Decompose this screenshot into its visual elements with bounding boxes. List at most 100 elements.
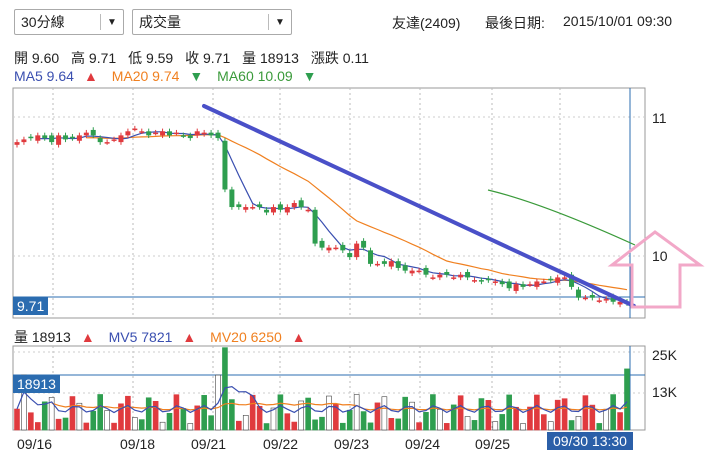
candle-body (423, 267, 429, 275)
candle-body (291, 203, 297, 208)
candle-body (49, 135, 55, 143)
volume-bar (388, 417, 395, 431)
volume-bar (242, 415, 249, 431)
volume-bar (374, 402, 381, 431)
candle-body (187, 135, 193, 139)
y-tick-price-0: 11 (652, 110, 667, 126)
volume-bar (263, 423, 270, 431)
candle-body (76, 135, 82, 141)
up-arrow-annotation (607, 230, 705, 309)
ma20-legend: MA20 9.74 ▼ (111, 68, 204, 84)
x-tick-4: 09/23 (334, 436, 370, 452)
candle-body (180, 135, 186, 137)
candle-body (333, 247, 339, 250)
candle-body (167, 131, 172, 136)
volume-bar (582, 395, 589, 431)
volume-bar (360, 411, 367, 431)
x-tick-3: 09/22 (263, 436, 299, 452)
chevron-down-icon: ▼ (275, 16, 285, 28)
volume-bar (34, 422, 41, 431)
candle-body (270, 207, 276, 213)
volume-bar (575, 416, 582, 431)
volume-bar (534, 394, 540, 431)
volume-bar (125, 395, 131, 431)
volume-bar (326, 395, 332, 431)
volume-bar (603, 408, 610, 431)
x-tick-5: 09/24 (405, 436, 441, 452)
volume-bar (464, 416, 471, 431)
candle-body (257, 204, 263, 208)
candle-body (173, 132, 179, 135)
candle-body (472, 280, 477, 282)
candle-body (277, 204, 283, 210)
trend-line (202, 104, 636, 308)
close-value: 收 9.71 (185, 50, 231, 66)
candle-body (208, 132, 214, 136)
candle-body (125, 131, 131, 136)
volume-bar (180, 408, 187, 431)
volume-bar (319, 416, 325, 431)
interval-select[interactable]: 30分線 ▼ (14, 9, 124, 35)
candle-body (534, 281, 540, 287)
up-triangle-icon: ▲ (291, 329, 306, 345)
mv5-legend: MV5 7821 ▲ (108, 329, 197, 345)
candle-body (326, 247, 332, 251)
candle-body (589, 295, 595, 298)
up-triangle-icon: ▲ (182, 329, 197, 345)
candle-body (354, 243, 360, 258)
volume-bar (187, 423, 194, 431)
volume-bar (353, 394, 360, 431)
candle-body (437, 274, 443, 278)
cursor-time-label: 09/30 13:30 (547, 432, 633, 450)
candle-body (35, 135, 41, 141)
up-triangle-icon: ▲ (80, 329, 95, 345)
open-value: 開 9.60 (14, 50, 60, 66)
candle-body (56, 135, 62, 145)
indicator-select-value: 成交量 (139, 14, 181, 30)
volume-value: 量 18913 (242, 50, 299, 66)
volume-bar (132, 417, 138, 431)
ma60-legend: MA60 10.09 ▼ (217, 68, 317, 84)
candle-body (146, 131, 152, 136)
volume-bar (270, 407, 277, 431)
volume-bar (277, 394, 284, 431)
down-triangle-icon: ▼ (189, 68, 204, 84)
indicator-select[interactable]: 成交量 ▼ (132, 9, 292, 35)
candle-body (555, 277, 561, 283)
volume-bar (312, 419, 318, 431)
candle-body (118, 135, 124, 143)
candle-body (520, 284, 526, 287)
ohlc-readout: 開 9.60 高 9.71 低 9.59 收 9.71 量 18913 漲跌 0… (14, 48, 377, 68)
volume-bar (69, 396, 76, 431)
volume-bar (457, 395, 464, 431)
volume-bar (395, 418, 402, 431)
volume-bar (499, 414, 506, 431)
candle-body (229, 189, 235, 208)
candle-body (215, 132, 221, 139)
volume-bar (152, 401, 159, 431)
volume-bar (284, 413, 291, 431)
candle-body (194, 131, 200, 136)
volume-bar (118, 403, 124, 431)
price-tag: 9.71 (13, 297, 49, 315)
volume-bar (561, 398, 568, 431)
candle-body (201, 132, 207, 135)
mv5-line (16, 385, 628, 414)
candle-body (250, 207, 256, 209)
ma60-line (487, 189, 636, 246)
candle-body (513, 284, 519, 291)
x-tick-0: 09/16 (17, 436, 53, 452)
volume-bar (610, 394, 616, 431)
volume-bar (520, 423, 526, 431)
candle-body (603, 299, 609, 301)
volume-bar (437, 409, 443, 431)
volume-bar (201, 395, 207, 431)
candle-body (492, 281, 498, 283)
candle-body (575, 289, 581, 298)
volume-bar (547, 421, 554, 431)
candle-body (298, 200, 304, 208)
candle-body (83, 132, 89, 136)
volume-bar (83, 422, 90, 431)
candle-body (28, 136, 34, 139)
